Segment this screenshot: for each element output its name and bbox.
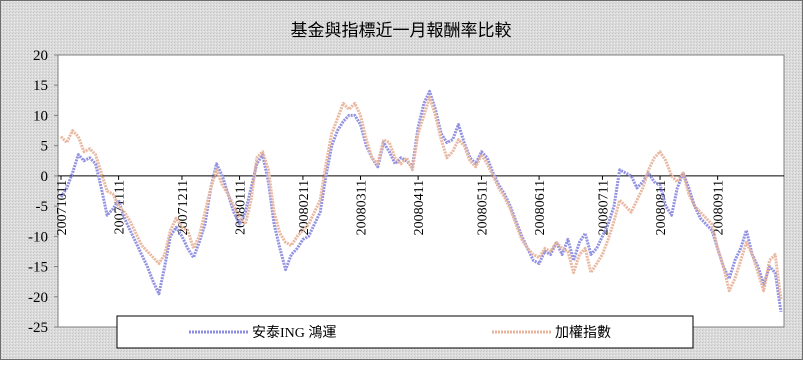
y-tick-label: -5	[36, 199, 49, 215]
x-tick-label: 20071011	[55, 180, 70, 235]
x-tick-label: 20080411	[412, 180, 427, 235]
legend: 安泰ING 鴻運 加權指數	[116, 315, 694, 349]
y-tick-label: -20	[28, 290, 48, 306]
series-line-2	[59, 95, 783, 300]
legend-label-series-2: 加權指數	[555, 325, 611, 341]
y-tick-label: 20	[33, 48, 48, 64]
series-line-1	[59, 89, 783, 313]
x-tick-label: 20080611	[533, 180, 548, 235]
legend-label-series-1: 安泰ING 鴻運	[252, 325, 336, 341]
y-tick-label: 15	[33, 78, 48, 94]
x-tick-label: 20080311	[355, 180, 370, 235]
y-tick-label: 10	[33, 108, 48, 124]
series-layer	[59, 89, 783, 313]
x-tick-label: 20080911	[712, 180, 727, 235]
x-tick-label: 20080711	[596, 180, 611, 235]
legend-box	[116, 315, 694, 349]
x-tick-label: 20080511	[475, 180, 490, 235]
y-tick-label: 5	[41, 139, 49, 155]
x-tick-label: 20080811	[654, 180, 669, 235]
chart-title: 基金與指標近一月報酬率比較	[291, 21, 512, 40]
y-tick-label: -10	[28, 229, 48, 245]
y-tick-label: -15	[28, 260, 48, 276]
y-axis: 20 15 10 5 0 -5 -10 -15 -20 -25	[28, 48, 58, 336]
x-axis: 20071011 20071111 20071211 20080111 20080211…	[55, 175, 784, 235]
x-tick-label: 20080211	[297, 180, 312, 235]
y-tick-label: 0	[41, 169, 49, 185]
y-tick-label: -25	[28, 320, 48, 336]
